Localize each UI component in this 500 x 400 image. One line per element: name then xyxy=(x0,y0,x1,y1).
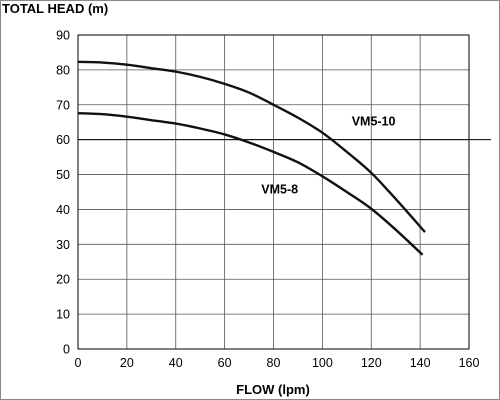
x-tick-label: 20 xyxy=(120,356,134,370)
y-tick-label: 60 xyxy=(56,133,70,147)
y-tick-label: 50 xyxy=(56,168,70,182)
x-tick-label: 100 xyxy=(312,356,333,370)
y-tick-label: 10 xyxy=(56,308,70,322)
y-tick-label: 90 xyxy=(56,29,70,43)
x-tick-label: 0 xyxy=(75,356,82,370)
plot-border xyxy=(77,34,470,350)
series-line-vm5-10 xyxy=(77,60,426,233)
x-tick-label: 140 xyxy=(410,356,431,370)
y-tick-labels: 0 10 20 30 40 50 60 70 80 90 xyxy=(56,29,70,357)
x-tick-label: 120 xyxy=(361,356,382,370)
series-label-vm5-10: VM5-10 xyxy=(352,115,396,129)
y-tick-label: 0 xyxy=(63,343,70,357)
y-tick-label: 70 xyxy=(56,98,70,112)
y-tick-label: 30 xyxy=(56,238,70,252)
x-tick-label: 60 xyxy=(218,356,232,370)
y-tick-label: 40 xyxy=(56,203,70,217)
x-tick-label: 40 xyxy=(169,356,183,370)
x-tick-labels: 0 20 40 60 80 100 120 140 160 xyxy=(75,356,480,370)
x-tick-label: 80 xyxy=(267,356,281,370)
annotations: VM5-10 VM5-8 xyxy=(261,115,395,197)
x-axis-label: FLOW (lpm) xyxy=(236,382,310,397)
y-tick-label: 20 xyxy=(56,273,70,287)
y-axis-label: TOTAL HEAD (m) xyxy=(2,1,109,16)
series-group xyxy=(77,60,426,256)
x-tick-label: 160 xyxy=(459,356,480,370)
y-tick-label: 80 xyxy=(56,63,70,77)
series-label-vm5-8: VM5-8 xyxy=(261,183,298,197)
series-line-vm5-8 xyxy=(77,111,424,256)
